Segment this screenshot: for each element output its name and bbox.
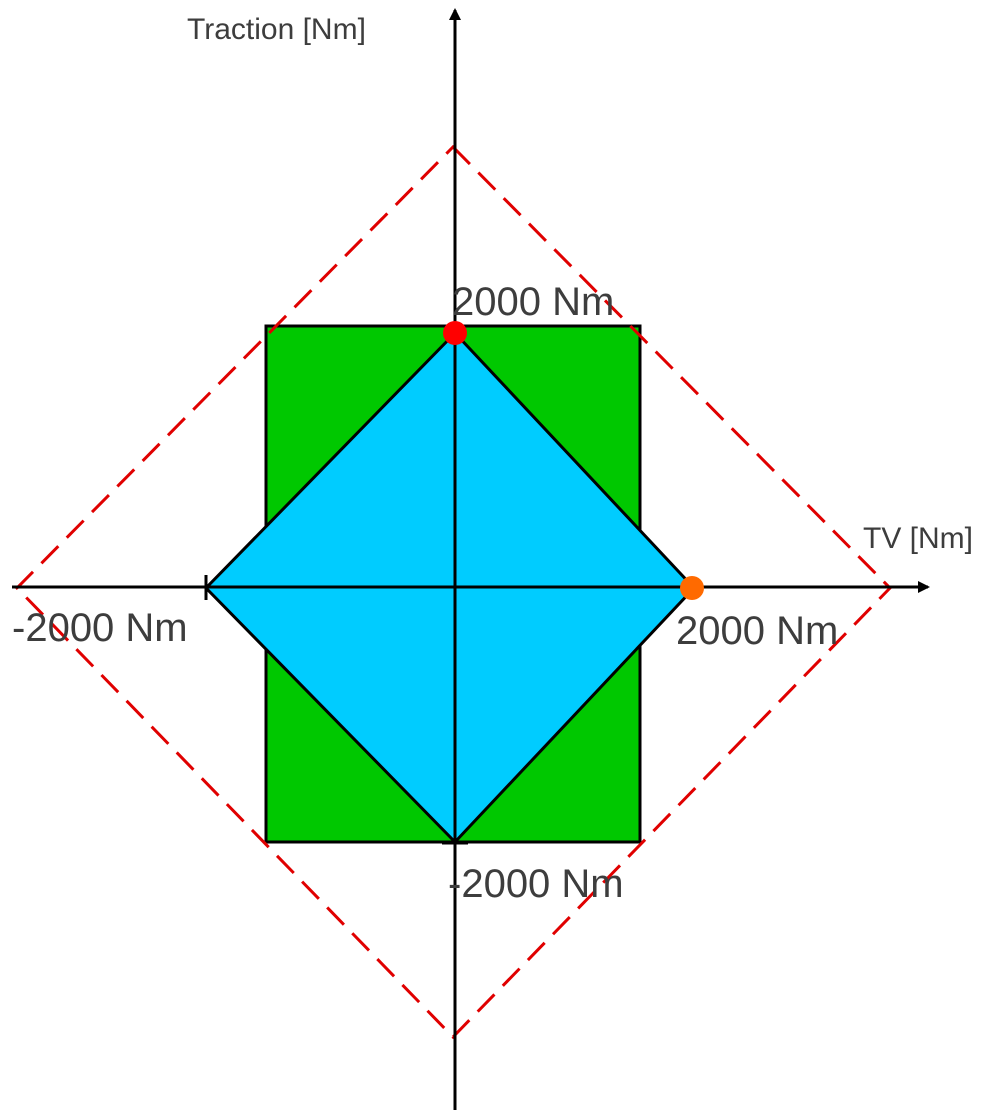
tick-label-right: 2000 Nm <box>676 609 838 653</box>
top-operating-point <box>443 321 467 345</box>
tick-label-left: -2000 Nm <box>12 606 188 650</box>
outer-dashed-diamond <box>14 144 893 1040</box>
y-axis-label: Traction [Nm] <box>187 13 366 46</box>
x-axis-label: TV [Nm] <box>863 522 973 555</box>
tick-label-top: 2000 Nm <box>452 280 614 324</box>
tick-label-bottom: -2000 Nm <box>448 862 624 906</box>
right-operating-point <box>680 576 704 600</box>
